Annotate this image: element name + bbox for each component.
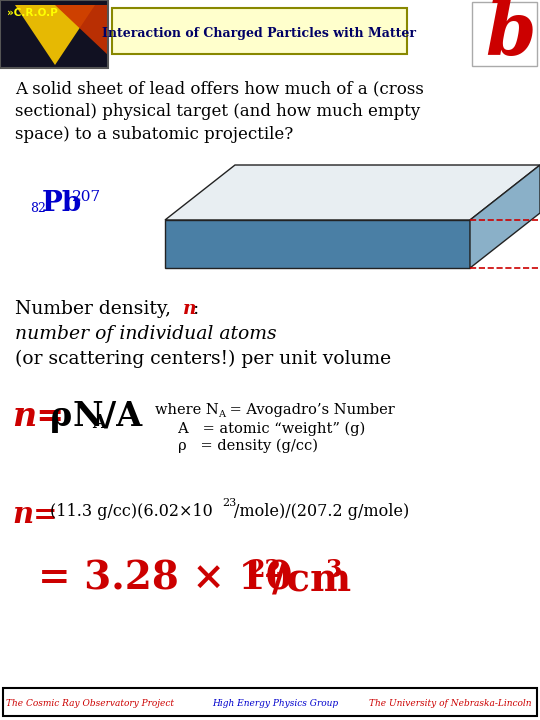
Text: High Energy Physics Group: High Energy Physics Group [212, 698, 338, 708]
Text: Pb: Pb [42, 190, 82, 217]
Polygon shape [15, 5, 95, 65]
Text: N: N [73, 400, 104, 433]
Text: n=: n= [12, 400, 64, 433]
Text: 23: 23 [222, 498, 237, 508]
Polygon shape [165, 165, 540, 220]
Text: where N: where N [155, 403, 219, 417]
Text: ρ   = density (g/cc): ρ = density (g/cc) [155, 439, 318, 454]
Bar [472, 2, 537, 66]
Bar [0, 0, 108, 68]
Text: The Cosmic Ray Observatory Project: The Cosmic Ray Observatory Project [6, 698, 174, 708]
Text: ρ: ρ [50, 400, 72, 433]
Text: A solid sheet of lead offers how much of a (cross: A solid sheet of lead offers how much of… [15, 80, 424, 97]
Polygon shape [165, 220, 470, 268]
Text: Number density,: Number density, [15, 300, 177, 318]
Text: (or scattering centers!) per unit volume: (or scattering centers!) per unit volume [15, 350, 391, 368]
Text: (11.3 g/cc)(6.02×10: (11.3 g/cc)(6.02×10 [50, 503, 213, 520]
Text: Interaction of Charged Particles with Matter: Interaction of Charged Particles with Ma… [102, 27, 416, 40]
Text: 82: 82 [30, 202, 46, 215]
Text: »C.R.O.P: »C.R.O.P [7, 8, 58, 18]
Text: sectional) physical target (and how much empty: sectional) physical target (and how much… [15, 103, 420, 120]
Text: /mole)/(207.2 g/mole): /mole)/(207.2 g/mole) [234, 503, 409, 520]
Text: number of individual atoms: number of individual atoms [15, 325, 276, 343]
Text: = 3.28 × 10: = 3.28 × 10 [38, 560, 293, 598]
Text: b: b [485, 0, 535, 71]
Text: 3: 3 [325, 558, 341, 582]
Text: A: A [92, 414, 106, 432]
Text: :: : [193, 300, 199, 318]
Text: /A: /A [104, 400, 142, 433]
Bar [112, 8, 407, 54]
Text: A: A [218, 410, 225, 419]
Text: A   = atomic “weight” (g): A = atomic “weight” (g) [155, 422, 365, 436]
Bar [0, 0, 108, 68]
Polygon shape [55, 5, 108, 55]
Text: The University of Nebraska-Lincoln: The University of Nebraska-Lincoln [369, 698, 531, 708]
Text: space) to a subatomic projectile?: space) to a subatomic projectile? [15, 126, 293, 143]
Text: 207: 207 [72, 190, 101, 204]
Text: = Avogadro’s Number: = Avogadro’s Number [225, 403, 395, 417]
Text: /cm: /cm [272, 560, 351, 598]
Text: n: n [183, 300, 197, 318]
Text: 22: 22 [248, 558, 281, 582]
Polygon shape [470, 165, 540, 268]
Text: n=: n= [12, 500, 57, 529]
Bar [3, 688, 537, 716]
